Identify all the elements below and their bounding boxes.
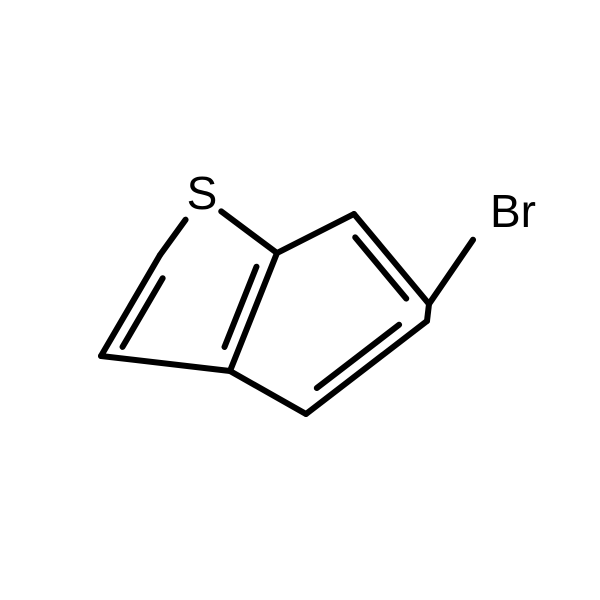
molecule-diagram: S Br (0, 0, 600, 600)
bond-line (230, 371, 306, 414)
bond-line (101, 255, 160, 356)
bond-line (317, 325, 399, 388)
bond-line (306, 321, 427, 414)
bond-line (277, 214, 354, 253)
atom-label-br: Br (490, 185, 536, 237)
bond-line (221, 211, 277, 253)
atom-label-s: S (187, 167, 218, 219)
bond-line (160, 220, 186, 255)
bond-line (354, 214, 429, 304)
bond-line (429, 240, 473, 304)
bond-line (101, 356, 230, 371)
bond-line (225, 267, 257, 347)
